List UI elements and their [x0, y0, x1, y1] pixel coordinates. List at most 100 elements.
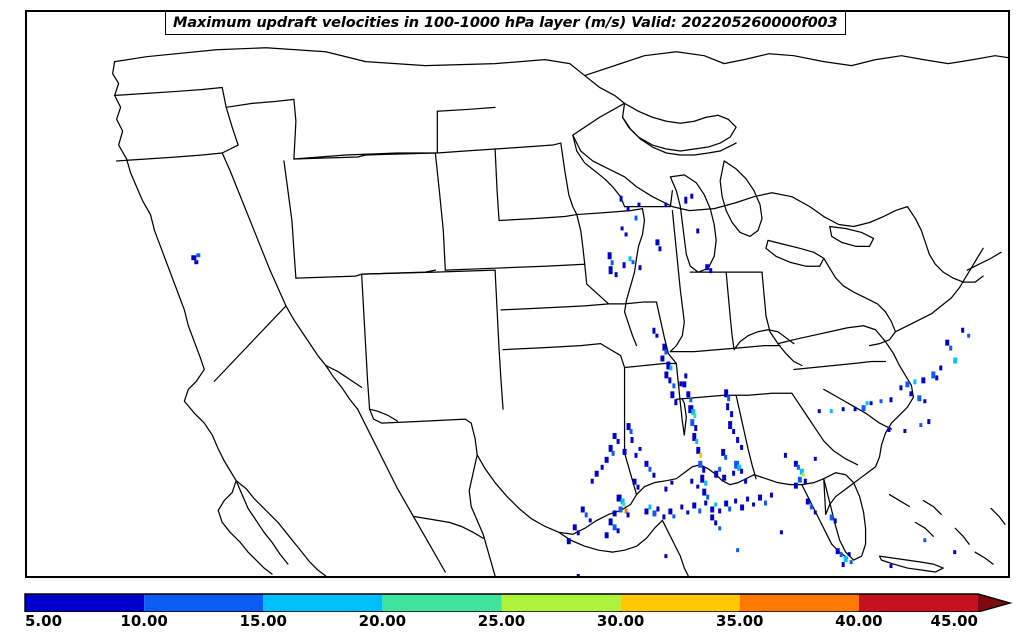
colorbar-tick-label: 15.00	[239, 612, 287, 630]
wy-ut-co-north	[293, 152, 436, 160]
mid-atlantic-coast	[874, 329, 915, 468]
lake-erie	[765, 239, 825, 267]
ne-ia-border	[576, 213, 586, 265]
wi-il-border	[623, 190, 673, 208]
mexico-east-coast	[661, 519, 689, 576]
nd-sd-border	[494, 142, 562, 150]
cuba-outline	[878, 555, 944, 573]
lake-huron	[719, 160, 763, 238]
cell-group-gulf-coast	[566, 423, 773, 545]
al-fl-coast	[753, 474, 825, 486]
colorbar-tick-label: 10.00	[120, 612, 168, 630]
ky-tn-border	[669, 345, 781, 353]
cell-group-tennessee	[652, 327, 744, 460]
va-nc-border	[793, 360, 887, 371]
colorbar: 5.00 10.00 15.00 20.00 25.00 30.00 35.00 40.00 4…	[0, 586, 1033, 640]
nc-sc-border	[823, 388, 893, 430]
lake-ontario	[829, 225, 875, 247]
colorbar-band	[263, 594, 383, 612]
colorbar-outline	[24, 593, 1013, 612]
colorbar-tick-label: 40.00	[835, 612, 883, 630]
ks-ok-border	[500, 303, 610, 311]
nm-ok-tx-border	[494, 269, 504, 410]
colorbar-tick-label: 30.00	[596, 612, 645, 630]
nv-ut-border	[283, 160, 297, 279]
updraft-velocity-field	[191, 193, 971, 576]
mt-nd-border	[436, 106, 496, 112]
cell-group-illinois	[607, 193, 713, 278]
mo-ar-border	[608, 301, 658, 305]
colorbar-band	[144, 594, 264, 612]
mn-ia-border	[560, 142, 578, 216]
in-oh-border	[725, 271, 735, 351]
ut-az-border	[295, 273, 363, 279]
ky-oh-river	[733, 329, 795, 351]
ca-nv-border	[213, 152, 287, 383]
co-east-border	[434, 152, 446, 271]
oh-wv-pa-border	[761, 271, 779, 345]
az-nm-border	[361, 273, 371, 410]
colorbar-swatches	[24, 593, 1013, 612]
ne-maine-border	[906, 205, 984, 283]
mt-wy-border	[293, 152, 438, 160]
colorbar-band	[25, 594, 145, 612]
cell-group-florida	[783, 452, 853, 568]
or-ca-nv-border	[116, 152, 223, 162]
colorbar-tick-labels: 5.00 10.00 15.00 20.00 25.00 30.00 35.00 40.00 4…	[0, 612, 1033, 634]
colorbar-band	[382, 594, 502, 612]
ca-az-border	[285, 305, 359, 410]
colorbar-tick-label: 20.00	[358, 612, 407, 630]
colorbar-tick-label: 25.00	[477, 612, 526, 630]
colorbar-tick-label: 45.00	[930, 612, 978, 630]
cell-group-mississippi	[682, 373, 748, 531]
ia-mo-border	[576, 207, 644, 216]
ne-ks-border	[444, 263, 586, 271]
mt-id-border	[225, 98, 297, 160]
map-canvas	[112, 47, 1008, 576]
colorbar-tick-label: 35.00	[716, 612, 764, 630]
ks-mo-border	[584, 263, 610, 305]
colorbar-band-group	[25, 594, 1010, 612]
baja-california-peninsula	[217, 480, 327, 576]
il-mo-border	[623, 257, 638, 347]
us-canada-border	[114, 47, 909, 228]
bahamas-3	[914, 521, 934, 537]
pacific-coast-north	[112, 61, 237, 512]
texas-outline	[476, 366, 638, 535]
geography-layer	[112, 47, 1008, 576]
map-title-text: Maximum updraft velocities in 100-1000 h…	[173, 15, 838, 31]
ia-il-border	[635, 207, 646, 259]
mexico-interior-2	[325, 364, 363, 388]
sd-ne-border	[498, 213, 578, 222]
map-panel	[25, 10, 1010, 578]
cell-group-scattered	[576, 530, 957, 576]
tn-ms-al-ga-border	[675, 392, 793, 400]
new-england-coast	[894, 247, 984, 333]
bahamas-1	[888, 493, 911, 508]
colorbar-band	[739, 594, 859, 612]
ar-ms-border	[655, 301, 677, 365]
cell-group-nevada	[191, 253, 201, 265]
bahamas-2	[922, 499, 942, 516]
va-wv-md-border	[777, 343, 803, 367]
wy-sd-ne-border	[436, 148, 500, 222]
ok-tx-north	[502, 343, 626, 369]
nova-scotia	[966, 251, 1002, 271]
colorbar-band	[620, 594, 740, 612]
ms-al-border	[681, 398, 687, 436]
il-in-border	[669, 209, 685, 353]
al-ga-border	[735, 394, 757, 480]
mexico-state-3	[412, 515, 484, 539]
michigan-upper-peninsula	[621, 116, 737, 156]
ny-outline	[823, 257, 897, 347]
pa-ny-border	[777, 325, 877, 345]
bahamas-5	[974, 551, 994, 565]
gulf-of-california	[235, 480, 289, 565]
texas-gulf-coast	[558, 519, 664, 553]
co-nm-border	[361, 269, 496, 275]
la-coast	[635, 464, 755, 496]
nm-tx-border	[368, 408, 478, 456]
mexico-interior-1	[368, 408, 399, 422]
colorbar-tick-label: 5.00	[25, 612, 63, 630]
